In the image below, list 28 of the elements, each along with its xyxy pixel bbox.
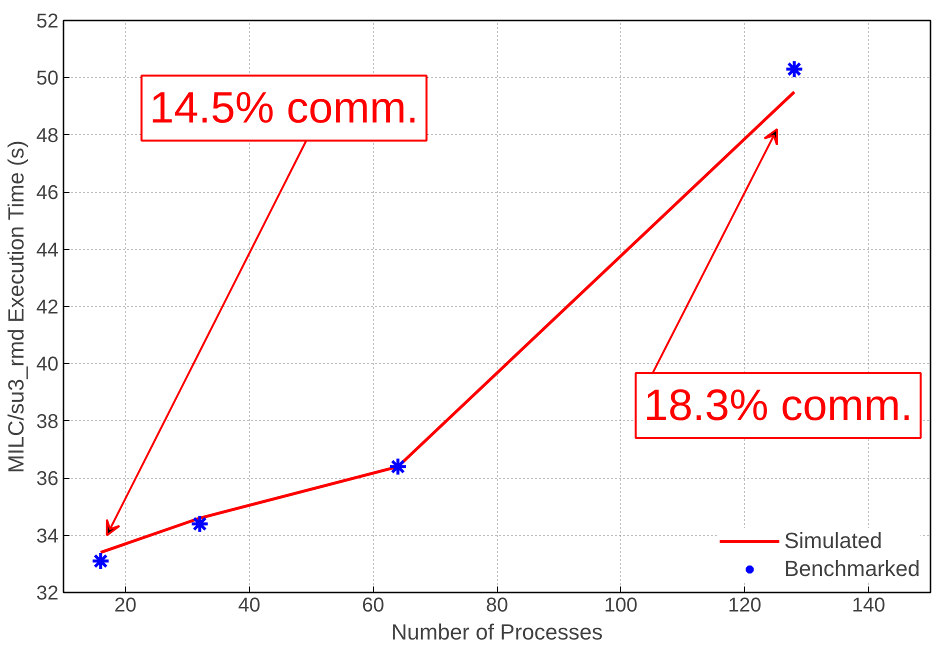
annotation: 14.5% comm.	[150, 84, 419, 133]
y-tick-label: 38	[36, 410, 59, 433]
y-tick-label: 52	[36, 10, 59, 32]
point	[190, 514, 210, 534]
y-tick-label: 36	[36, 468, 59, 490]
x-tick-label: 20	[114, 594, 137, 616]
y-tick-label: 32	[36, 582, 59, 604]
x-tick-label: 140	[852, 594, 886, 616]
y-tick-label: 50	[36, 68, 59, 90]
y-tick-label: 44	[36, 239, 59, 262]
y-tick-label: 34	[36, 525, 59, 548]
annotation: 18.3% comm.	[644, 381, 913, 430]
x-tick-label: 80	[486, 594, 508, 616]
x-tick-label: 100	[604, 594, 638, 616]
x-tick-label: 120	[728, 594, 762, 616]
point	[388, 457, 408, 476]
y-tick-label: 42	[36, 296, 59, 318]
x-axis-title: Number of Processes	[391, 620, 603, 644]
point	[784, 60, 804, 79]
point	[91, 552, 110, 571]
legend-label: Benchmarked	[784, 556, 920, 582]
y-tick-label: 46	[36, 182, 59, 204]
x-tick-label: 60	[362, 594, 384, 616]
x-tick-label: 40	[238, 594, 260, 616]
y-axis-title: MILC/su3_rmd Execution Time (s)	[3, 140, 28, 473]
y-tick-label: 40	[36, 354, 59, 376]
y-tick-label: 48	[36, 124, 59, 147]
legend-label: Simulated	[784, 528, 882, 554]
